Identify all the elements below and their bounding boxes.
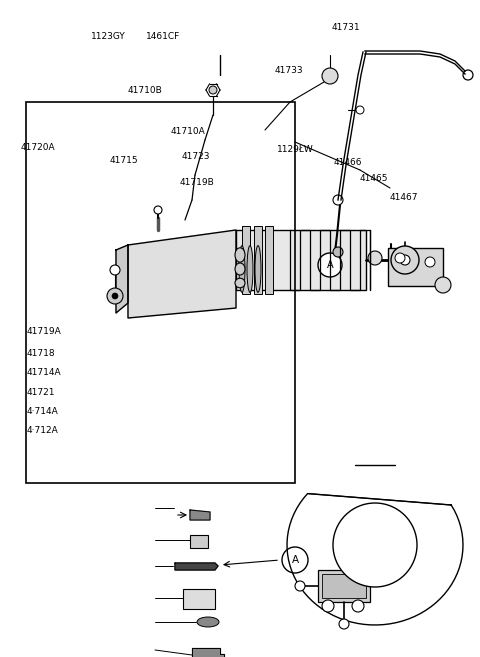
Bar xyxy=(242,226,250,294)
Polygon shape xyxy=(190,510,210,520)
Text: 4·712A: 4·712A xyxy=(26,426,58,436)
Text: 1123GY: 1123GY xyxy=(91,32,126,41)
Circle shape xyxy=(333,247,343,257)
Circle shape xyxy=(107,288,123,304)
Circle shape xyxy=(425,257,435,267)
Ellipse shape xyxy=(239,246,245,292)
Text: 41723: 41723 xyxy=(181,152,210,161)
Circle shape xyxy=(435,277,451,293)
Text: 41720A: 41720A xyxy=(20,143,55,152)
Circle shape xyxy=(154,206,162,214)
Circle shape xyxy=(339,619,349,629)
Text: 41719B: 41719B xyxy=(180,178,215,187)
Polygon shape xyxy=(192,648,224,657)
Polygon shape xyxy=(116,245,128,313)
Circle shape xyxy=(333,503,417,587)
Circle shape xyxy=(110,265,120,275)
Bar xyxy=(183,589,215,609)
Text: 41731: 41731 xyxy=(331,23,360,32)
Text: 41467: 41467 xyxy=(390,193,418,202)
Circle shape xyxy=(209,86,217,94)
Bar xyxy=(265,226,273,294)
Circle shape xyxy=(282,547,308,573)
Ellipse shape xyxy=(255,246,261,292)
Text: 41710B: 41710B xyxy=(127,86,162,95)
Bar xyxy=(318,570,370,602)
Circle shape xyxy=(318,253,342,277)
Circle shape xyxy=(395,253,405,263)
Text: 41710A: 41710A xyxy=(170,127,205,136)
Text: 41714A: 41714A xyxy=(26,368,61,377)
Text: 1461CF: 1461CF xyxy=(146,32,180,41)
Circle shape xyxy=(295,581,305,591)
Text: 41718: 41718 xyxy=(26,349,55,358)
Ellipse shape xyxy=(235,263,245,275)
Text: 41721: 41721 xyxy=(26,388,55,397)
Text: 41715: 41715 xyxy=(109,156,138,166)
Ellipse shape xyxy=(235,278,245,288)
Polygon shape xyxy=(175,563,218,570)
Text: 41719A: 41719A xyxy=(26,327,61,336)
Ellipse shape xyxy=(247,246,253,292)
Circle shape xyxy=(352,600,364,612)
Circle shape xyxy=(391,246,419,274)
Circle shape xyxy=(322,68,338,84)
Text: 41466: 41466 xyxy=(334,158,362,168)
Circle shape xyxy=(112,293,118,299)
Ellipse shape xyxy=(235,248,245,262)
Bar xyxy=(236,230,366,290)
Bar xyxy=(254,226,262,294)
Text: A: A xyxy=(327,260,333,270)
Circle shape xyxy=(356,106,364,114)
Polygon shape xyxy=(128,230,236,318)
Circle shape xyxy=(333,195,343,205)
Text: 41733: 41733 xyxy=(275,66,303,76)
Circle shape xyxy=(400,255,410,265)
Circle shape xyxy=(463,70,473,80)
Bar xyxy=(388,248,443,286)
Text: 1129ŁW: 1129ŁW xyxy=(277,145,314,154)
Bar xyxy=(190,535,208,548)
Ellipse shape xyxy=(197,617,219,627)
Text: A: A xyxy=(291,555,299,565)
Bar xyxy=(322,574,366,598)
Text: 41465: 41465 xyxy=(360,174,388,183)
Circle shape xyxy=(322,600,334,612)
Circle shape xyxy=(368,251,382,265)
Text: 4·714A: 4·714A xyxy=(26,407,58,416)
Bar xyxy=(26,102,295,483)
